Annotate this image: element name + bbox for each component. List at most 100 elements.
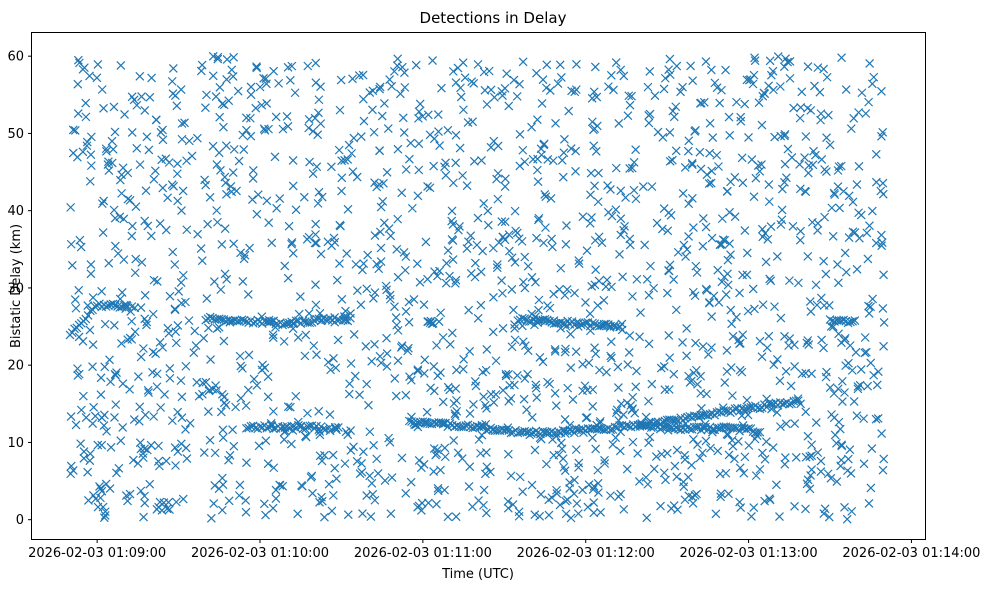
clutter-point [305, 157, 314, 167]
clutter-point [664, 385, 674, 394]
clutter-point [434, 127, 443, 137]
clutter-point [671, 305, 681, 315]
clutter-point [594, 276, 604, 286]
clutter-point [560, 466, 570, 476]
clutter-point [701, 436, 711, 446]
clutter-point [99, 421, 109, 430]
clutter-point [672, 472, 682, 482]
clutter-point [368, 489, 378, 499]
clutter-point [287, 237, 297, 247]
clutter-point [688, 76, 698, 86]
clutter-point [832, 438, 841, 448]
clutter-point [744, 75, 754, 85]
clutter-point [515, 79, 524, 89]
clutter-point [504, 246, 514, 256]
clutter-point [546, 193, 556, 203]
clutter-point [363, 250, 373, 260]
clutter-point [257, 100, 267, 110]
clutter-point [766, 222, 776, 231]
x-tick-label: 2026-02-03 01:10:00 [191, 546, 329, 561]
clutter-point [493, 141, 503, 151]
clutter-point [644, 339, 654, 349]
clutter-point [308, 126, 318, 136]
clutter-point [796, 226, 806, 236]
clutter-point [590, 181, 599, 191]
clutter-point [358, 447, 368, 457]
clutter-point [566, 144, 576, 154]
clutter-point [646, 261, 655, 271]
clutter-point [797, 87, 807, 97]
clutter-point [140, 444, 149, 454]
clutter-point [480, 469, 490, 479]
clutter-point [780, 177, 789, 187]
clutter-point [722, 186, 732, 196]
track-point [572, 318, 582, 328]
clutter-point [438, 332, 448, 342]
clutter-point [447, 216, 457, 226]
clutter-point [283, 273, 293, 283]
clutter-point [99, 196, 109, 206]
clutter-point [547, 234, 557, 244]
track-point [692, 422, 701, 432]
clutter-point [559, 134, 569, 144]
clutter-point [563, 383, 573, 393]
clutter-point [512, 91, 522, 101]
clutter-point [589, 498, 599, 508]
clutter-point [852, 411, 862, 421]
clutter-point [735, 288, 744, 298]
clutter-point [781, 173, 791, 183]
clutter-point [361, 341, 371, 351]
clutter-point [217, 239, 227, 249]
clutter-point [209, 277, 219, 287]
clutter-point [734, 335, 744, 345]
clutter-point [259, 73, 268, 83]
clutter-point [783, 144, 793, 154]
clutter-point [619, 71, 629, 81]
clutter-point [714, 297, 724, 307]
track-point [237, 315, 247, 325]
clutter-point [816, 115, 825, 125]
clutter-point [464, 305, 474, 315]
clutter-point [669, 369, 679, 379]
clutter-point [181, 425, 190, 434]
y-tick-label: 50 [7, 127, 24, 142]
clutter-point [90, 411, 100, 421]
clutter-point [807, 217, 817, 227]
clutter-point [671, 146, 681, 156]
clutter-point [879, 270, 889, 280]
clutter-point [196, 244, 206, 254]
clutter-point [462, 244, 472, 254]
clutter-point [272, 203, 282, 213]
track-point [609, 320, 619, 330]
clutter-point [148, 367, 157, 377]
clutter-point [154, 441, 163, 451]
clutter-point [680, 163, 690, 172]
clutter-point [465, 409, 475, 418]
clutter-point [611, 205, 621, 215]
clutter-point [695, 453, 705, 463]
clutter-point [119, 255, 129, 265]
clutter-point [727, 435, 737, 445]
track-point [332, 425, 341, 435]
clutter-point [161, 154, 171, 164]
track-point [407, 417, 416, 426]
clutter-point [228, 168, 238, 178]
clutter-point [740, 226, 750, 236]
clutter-point [440, 443, 450, 453]
clutter-point [447, 328, 457, 338]
clutter-point [541, 459, 551, 469]
clutter-point [802, 338, 812, 348]
clutter-point [623, 360, 633, 369]
clutter-point [131, 254, 141, 264]
track-point [83, 310, 93, 320]
y-tick-label: 20 [7, 359, 24, 374]
clutter-point [665, 128, 675, 137]
clutter-point [181, 297, 190, 307]
clutter-point [519, 394, 529, 404]
clutter-point [773, 52, 783, 61]
clutter-point [864, 499, 874, 508]
clutter-point [482, 403, 491, 413]
clutter-point [163, 193, 173, 203]
clutter-point [212, 160, 222, 169]
clutter-point [561, 344, 570, 354]
